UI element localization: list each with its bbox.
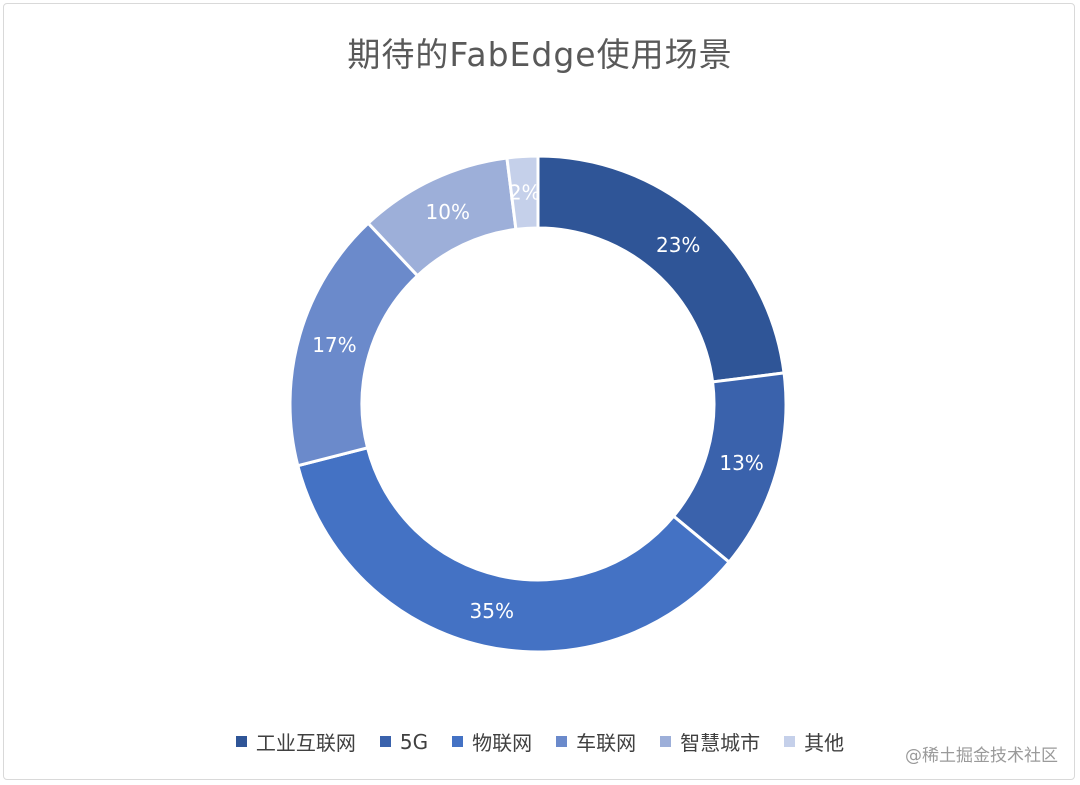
legend-label: 5G: [399, 729, 429, 754]
slice-3: [295, 445, 732, 654]
slice-6: [505, 154, 540, 232]
data-label-3: 35%: [470, 599, 514, 623]
legend-label: 智慧城市: [680, 731, 761, 755]
legend-label: 车联网: [576, 731, 637, 755]
data-label-6: 2%: [509, 180, 541, 204]
legend-item-4: 车联网: [556, 727, 636, 756]
legend-label: 工业互联网: [255, 731, 356, 755]
legend-swatch: [235, 736, 247, 747]
legend-label: 物联网: [472, 731, 533, 755]
legend-item-1: 工业互联网: [235, 727, 356, 756]
legend-item-2: 5G: [379, 729, 429, 754]
data-label-5: 10%: [426, 200, 470, 224]
chart-legend: 工业互联网 5G 物联网 车联网 智慧城市 其他: [0, 727, 1080, 756]
data-label-2: 13%: [719, 451, 763, 475]
legend-item-3: 物联网: [452, 727, 532, 756]
legend-swatch: [379, 736, 391, 747]
legend-label: 其他: [804, 731, 845, 755]
chart-title: 期待的FabEdge使用场景: [347, 35, 733, 74]
slices-group: [288, 154, 788, 654]
legend-swatch: [784, 736, 796, 747]
data-label-4: 17%: [312, 333, 356, 357]
legend-swatch: [556, 736, 568, 747]
legend-swatch: [660, 736, 672, 747]
data-labels-group: 23% 13% 35% 17% 10% 2%: [312, 180, 764, 622]
legend-item-6: 其他: [784, 727, 844, 756]
legend-swatch: [452, 736, 464, 747]
legend-item-5: 智慧城市: [660, 727, 760, 756]
slice-1: [536, 154, 786, 384]
data-label-1: 23%: [656, 233, 700, 257]
watermark: @稀土掘金技术社区: [905, 746, 1058, 766]
